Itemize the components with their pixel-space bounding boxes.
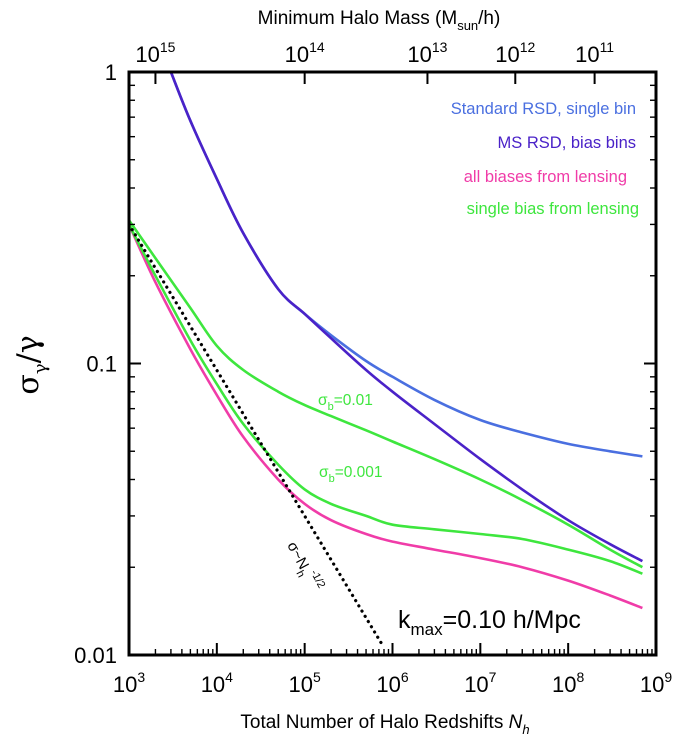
y-axis-sigma: σ	[11, 374, 46, 394]
y-tick-label: 1	[105, 60, 117, 85]
x-tick-label: 104	[201, 669, 233, 697]
axis-ticks	[128, 71, 657, 656]
svg-text:σ~Nh-1/2: σ~Nh-1/2	[280, 537, 327, 596]
series-line-3	[129, 219, 644, 569]
y-tick-label: 0.01	[74, 643, 117, 668]
annotation-kmax: kmax=0.10 h/Mpc	[398, 606, 581, 639]
x-tick-label: 103	[113, 669, 145, 697]
x-axis-title: Total Number of Halo Redshifts Nh	[240, 712, 529, 737]
top-axis-ticks: 1015 1014 1013 1012 1011	[135, 39, 614, 84]
legend-entry-standard-rsd: Standard RSD, single bin	[451, 100, 636, 118]
annotation-sigma-b-0-001: σb=0.001	[319, 464, 383, 485]
series-line-4	[129, 223, 643, 575]
y-tick-label: 0.1	[86, 352, 117, 377]
x-tick-label: 107	[464, 669, 496, 697]
legend-entry-ms-rsd: MS RSD, bias bins	[498, 134, 636, 152]
x-tick-label: 106	[376, 669, 408, 697]
x-tick-label: 105	[289, 669, 321, 697]
top-tick-label: 1011	[575, 39, 614, 67]
series-layer	[129, 72, 644, 650]
top-tick-label: 1012	[495, 39, 535, 67]
series-line-5	[129, 222, 386, 650]
top-axis-title: Minimum Halo Mass (Msun/h)	[258, 8, 501, 33]
legend-entry-single-bias: single bias from lensing	[467, 200, 639, 218]
legend: Standard RSD, single bin MS RSD, bias bi…	[451, 100, 639, 218]
x-tick-label: 108	[552, 669, 584, 697]
x-tick-label: 109	[640, 669, 672, 697]
svg-text:σγ/γ: σγ/γ	[11, 335, 51, 394]
series-line-2	[129, 223, 643, 610]
annotation-sigma-b-0-01: σb=0.01	[318, 392, 373, 413]
series-line-0	[169, 72, 643, 458]
x-tick-labels: 103 104 105 106 107 108 109	[113, 669, 672, 697]
y-tick-labels: 1 0.1 0.01	[74, 60, 117, 668]
y-axis-title: σγ/γ	[11, 335, 51, 394]
top-tick-label: 1013	[407, 39, 447, 67]
top-tick-label: 1014	[285, 39, 325, 67]
y-axis-slash-gamma: /γ	[11, 335, 46, 363]
legend-entry-all-biases: all biases from lensing	[464, 168, 627, 186]
top-tick-label: 1015	[135, 39, 175, 67]
annotation-scaling-law: σ~Nh-1/2	[280, 537, 327, 596]
series-line-1	[169, 72, 643, 563]
y-axis-sigma-subscript: γ	[30, 363, 51, 374]
